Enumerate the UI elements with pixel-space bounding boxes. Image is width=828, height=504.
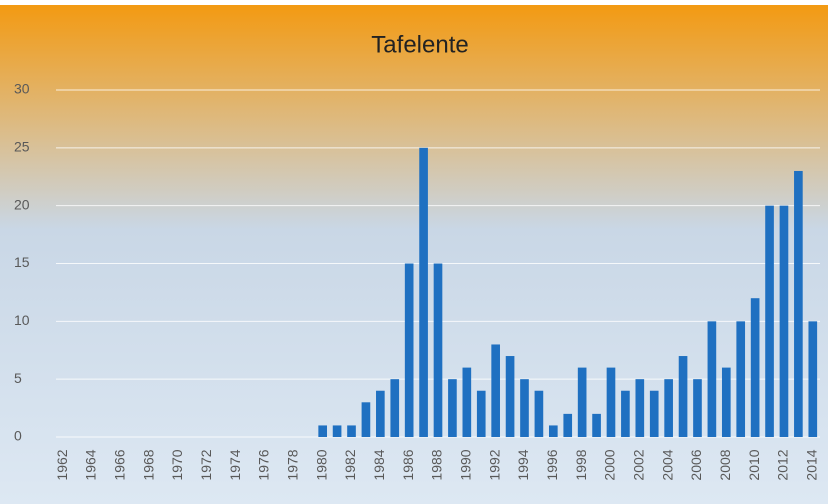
x-tick-label: 1962 bbox=[54, 449, 70, 480]
bar bbox=[664, 379, 673, 437]
bar bbox=[505, 356, 515, 437]
bar bbox=[433, 263, 443, 437]
x-tick-label: 1986 bbox=[400, 449, 416, 480]
bar bbox=[361, 402, 371, 437]
bar bbox=[462, 367, 472, 437]
bar bbox=[520, 379, 529, 437]
x-tick-label: 1970 bbox=[169, 449, 185, 480]
background bbox=[0, 5, 828, 504]
x-tick-label: 2006 bbox=[688, 449, 704, 480]
x-tick-label: 2002 bbox=[631, 449, 647, 480]
x-tick-label: 1982 bbox=[342, 449, 358, 480]
bar bbox=[693, 379, 702, 437]
bar bbox=[808, 321, 818, 437]
y-tick-label: 15 bbox=[14, 254, 30, 270]
x-tick-label: 1980 bbox=[313, 449, 329, 480]
y-tick-label: 25 bbox=[14, 139, 30, 155]
bar bbox=[390, 379, 400, 437]
y-tick-label: 30 bbox=[14, 81, 30, 97]
bar bbox=[750, 298, 760, 437]
bar bbox=[347, 425, 356, 437]
chart-title: Tafelente bbox=[371, 31, 468, 58]
x-tick-label: 1994 bbox=[515, 449, 531, 480]
bar bbox=[635, 379, 645, 437]
x-tick-label: 1992 bbox=[486, 449, 502, 480]
x-tick-label: 2004 bbox=[659, 449, 675, 480]
x-tick-label: 1984 bbox=[371, 449, 387, 480]
x-tick-label: 1990 bbox=[458, 449, 474, 480]
x-tick-label: 1988 bbox=[429, 449, 445, 480]
bar bbox=[318, 425, 328, 437]
bar bbox=[534, 390, 544, 437]
y-tick-label: 10 bbox=[14, 312, 30, 328]
bar bbox=[606, 367, 616, 437]
bar bbox=[678, 356, 688, 437]
bar bbox=[448, 379, 457, 437]
y-tick-label: 20 bbox=[14, 196, 30, 212]
bar bbox=[707, 321, 717, 437]
bar bbox=[563, 413, 573, 437]
bar bbox=[491, 344, 500, 437]
x-tick-label: 1978 bbox=[285, 449, 301, 480]
x-tick-label: 2000 bbox=[602, 449, 618, 480]
bar bbox=[548, 425, 558, 437]
bar bbox=[577, 367, 587, 437]
y-tick-label: 0 bbox=[14, 428, 22, 444]
bar bbox=[419, 147, 428, 438]
bar bbox=[779, 205, 789, 437]
x-tick-label: 2008 bbox=[717, 449, 733, 480]
y-tick-label: 5 bbox=[14, 370, 22, 386]
x-tick-label: 1966 bbox=[112, 449, 128, 480]
x-tick-label: 2010 bbox=[746, 449, 762, 480]
x-tick-label: 1968 bbox=[140, 449, 156, 480]
x-tick-label: 2012 bbox=[775, 449, 791, 480]
bar bbox=[376, 390, 385, 437]
x-tick-label: 1996 bbox=[544, 449, 560, 480]
bar bbox=[649, 390, 659, 437]
bar bbox=[404, 263, 414, 437]
bar bbox=[721, 367, 731, 437]
x-tick-label: 2014 bbox=[803, 449, 819, 480]
bar bbox=[332, 425, 342, 437]
bar bbox=[621, 390, 630, 437]
x-tick-label: 1974 bbox=[227, 449, 243, 480]
bar bbox=[592, 413, 601, 437]
x-tick-label: 1998 bbox=[573, 449, 589, 480]
x-tick-label: 1964 bbox=[83, 449, 99, 480]
x-tick-label: 1976 bbox=[256, 449, 272, 480]
bar bbox=[476, 390, 486, 437]
bar bbox=[794, 170, 803, 437]
bar bbox=[765, 205, 774, 437]
bar bbox=[736, 321, 746, 437]
x-tick-label: 1972 bbox=[198, 449, 214, 480]
